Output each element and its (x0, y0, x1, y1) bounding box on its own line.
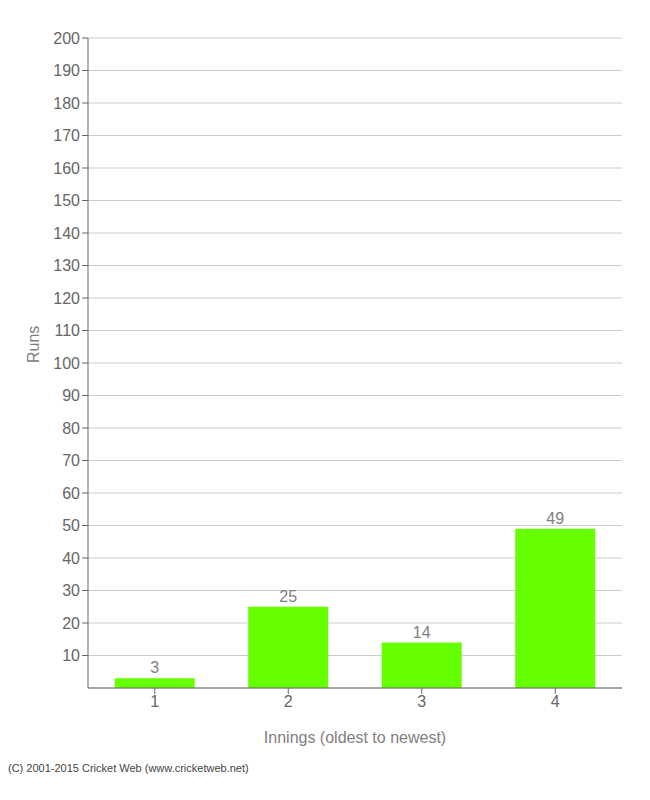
svg-text:30: 30 (62, 582, 80, 599)
svg-text:170: 170 (53, 127, 80, 144)
svg-text:80: 80 (62, 420, 80, 437)
svg-text:40: 40 (62, 550, 80, 567)
svg-text:200: 200 (53, 30, 80, 47)
svg-text:1: 1 (150, 693, 159, 710)
svg-text:2: 2 (284, 693, 293, 710)
svg-text:110: 110 (54, 322, 80, 339)
svg-text:90: 90 (62, 387, 80, 404)
svg-text:3: 3 (150, 659, 159, 676)
svg-text:4: 4 (551, 693, 560, 710)
svg-text:20: 20 (62, 615, 80, 632)
svg-text:Innings (oldest to newest): Innings (oldest to newest) (264, 729, 446, 746)
svg-text:120: 120 (53, 290, 80, 307)
svg-text:70: 70 (62, 452, 80, 469)
svg-text:14: 14 (413, 624, 431, 641)
svg-text:Runs: Runs (25, 326, 42, 363)
svg-text:130: 130 (53, 257, 80, 274)
svg-text:150: 150 (53, 192, 80, 209)
svg-text:10: 10 (62, 647, 80, 664)
svg-text:140: 140 (53, 225, 80, 242)
svg-text:50: 50 (62, 517, 80, 534)
svg-text:60: 60 (62, 485, 80, 502)
svg-text:100: 100 (53, 355, 80, 372)
html-text:(C) 2001-2015 Cricket Web (www: (C) 2001-2015 Cricket Web (www.cricketwe… (8, 762, 249, 774)
svg-text:49: 49 (546, 510, 564, 527)
svg-text:180: 180 (53, 95, 80, 112)
svg-text:160: 160 (53, 160, 80, 177)
svg-text:190: 190 (53, 62, 80, 79)
svg-text:25: 25 (279, 588, 297, 605)
svg-text:3: 3 (417, 693, 426, 710)
